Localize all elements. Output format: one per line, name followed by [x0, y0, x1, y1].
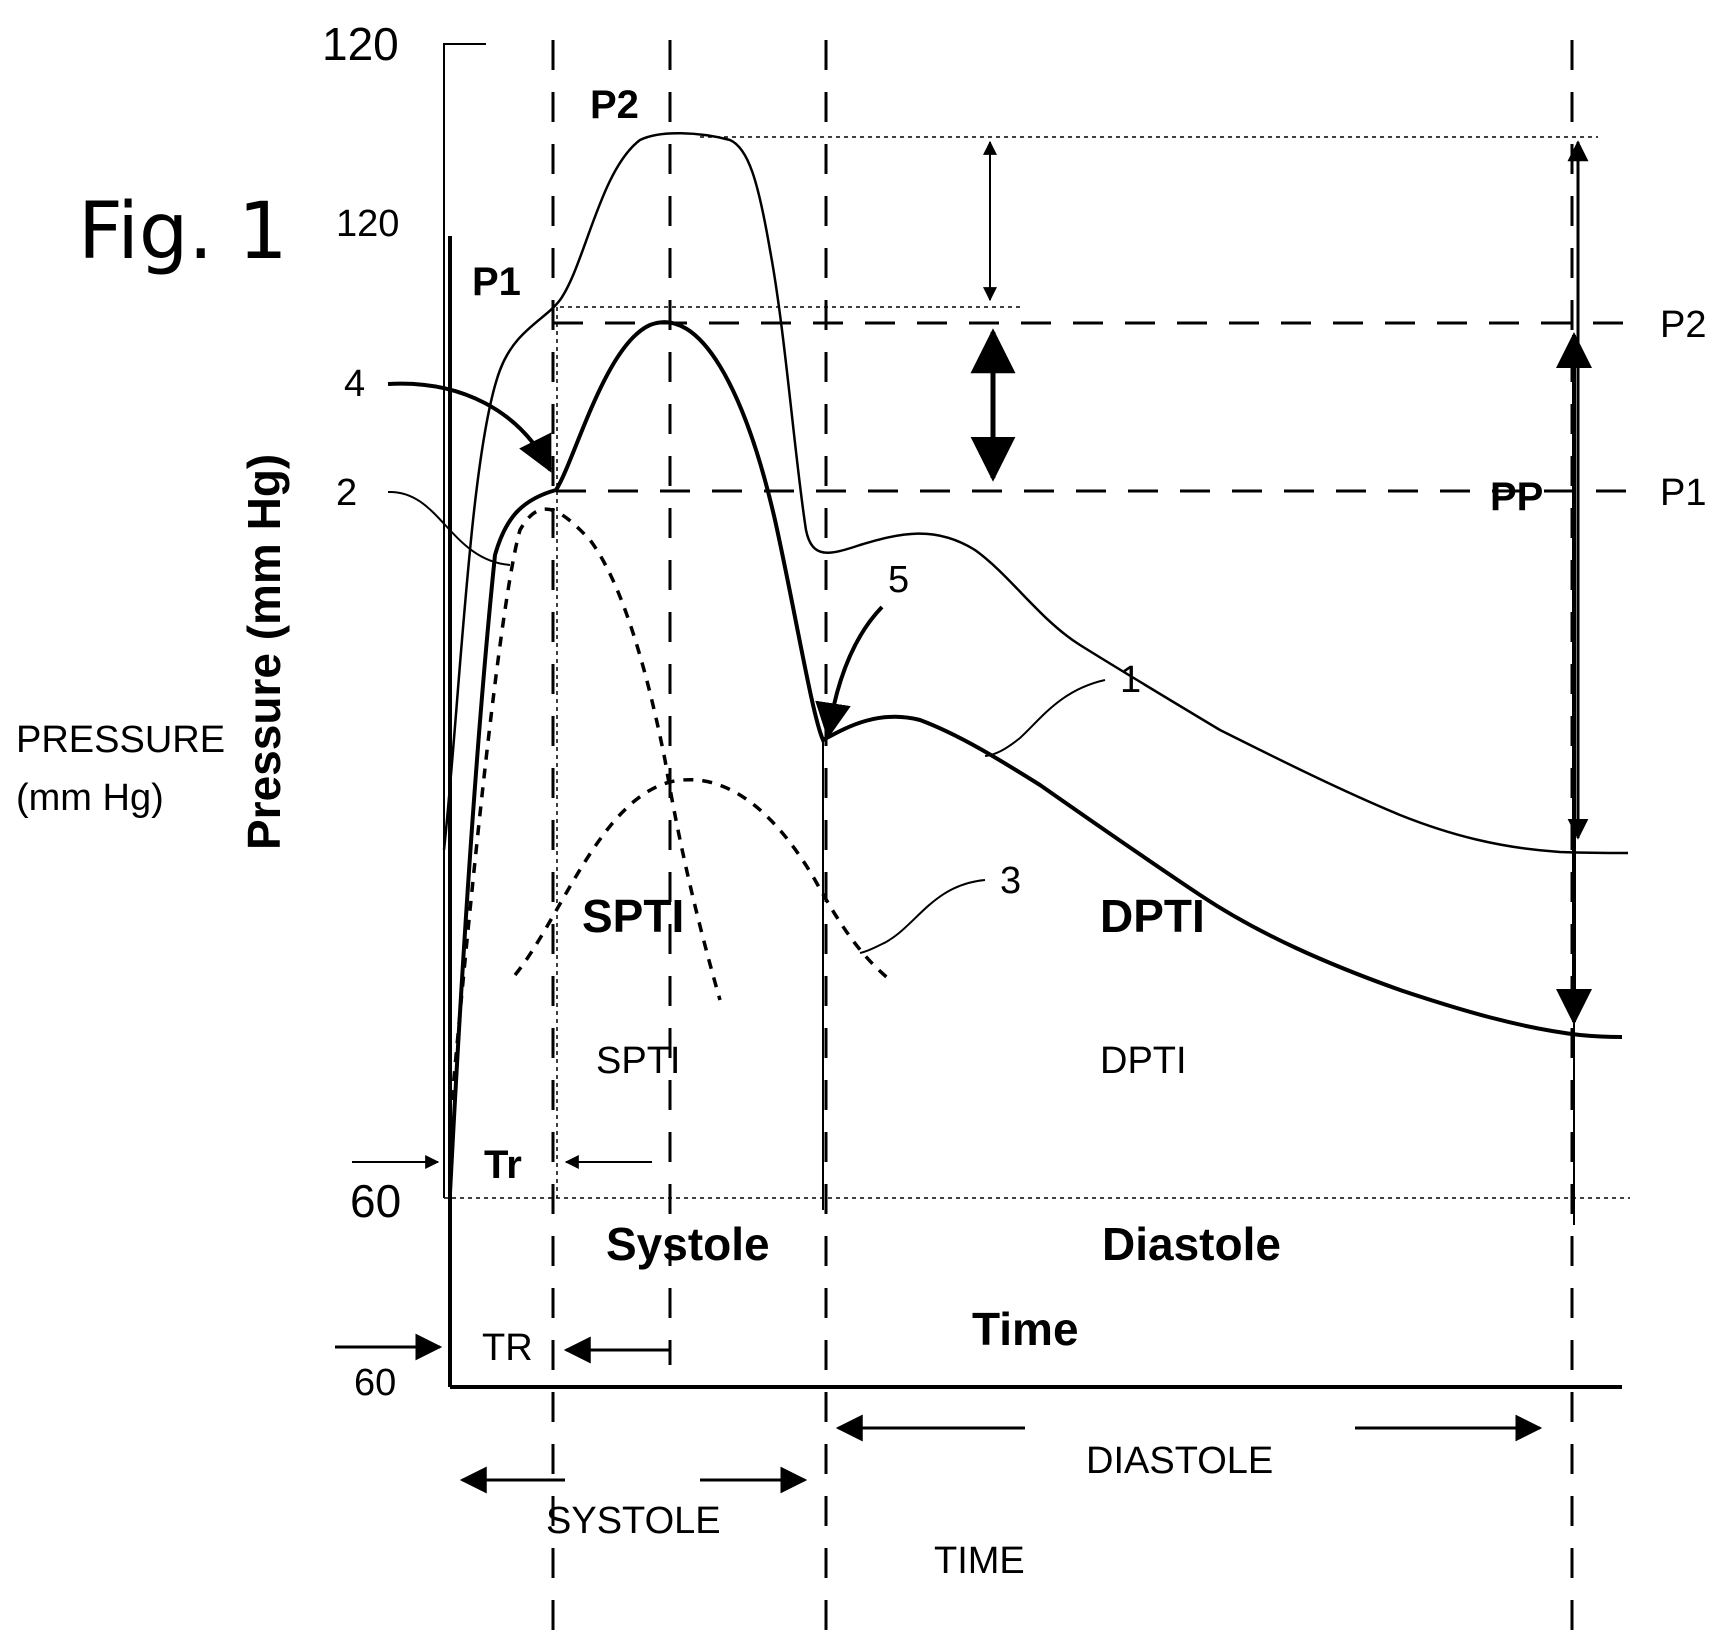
dpti-bold-label: DPTI	[1100, 890, 1205, 942]
p2-top-label: P2	[590, 83, 639, 127]
p1-right-label: P1	[1660, 472, 1706, 514]
y-axis-label-line1: PRESSURE	[16, 719, 225, 761]
leader-5	[815, 605, 884, 739]
tr-bold-label: Tr	[484, 1143, 522, 1187]
leader-1	[984, 679, 1106, 757]
y-tick-bottom-small: 60	[354, 1362, 396, 1404]
numeral-4: 4	[344, 363, 365, 405]
systole-plain-label: SYSTOLE	[546, 1500, 721, 1542]
leader-4	[387, 381, 552, 473]
time-bold-label: Time	[972, 1303, 1079, 1355]
diastole-plain-label: DIASTOLE	[1086, 1440, 1273, 1482]
tr-plain-label: TR	[482, 1327, 533, 1369]
p1-top-label: P1	[472, 260, 521, 304]
y-axis-label-rotated: Pressure (mm Hg)	[238, 454, 290, 850]
spti-bold-label: SPTI	[582, 890, 684, 942]
upper-pressure-curve	[442, 132, 1629, 855]
numeral-1: 1	[1120, 659, 1141, 701]
reflected-wave-dashed-curve	[513, 778, 892, 982]
pp-label: PP	[1490, 475, 1543, 519]
diastole-bold-label: Diastole	[1102, 1218, 1281, 1270]
y-tick-top-large: 120	[322, 18, 399, 70]
dpti-plain-label: DPTI	[1100, 1040, 1187, 1082]
upper-y-axis	[443, 43, 486, 1198]
y-tick-bottom-large: 60	[350, 1175, 401, 1227]
forward-wave-dashed-curve	[450, 507, 722, 1101]
leader-2	[387, 490, 511, 566]
y-axis-label-line2: (mm Hg)	[16, 777, 164, 819]
p2-right-label: P2	[1660, 304, 1706, 346]
leader-3	[859, 879, 986, 954]
time-plain-label: TIME	[934, 1540, 1025, 1582]
figure-title: Fig. 1	[78, 187, 288, 277]
spti-plain-label: SPTI	[596, 1040, 680, 1082]
numeral-5: 5	[888, 559, 909, 601]
numeral-2: 2	[336, 472, 357, 514]
numeral-3: 3	[1000, 860, 1021, 902]
y-tick-top-small: 120	[336, 203, 399, 245]
systole-bold-label: Systole	[606, 1218, 770, 1270]
